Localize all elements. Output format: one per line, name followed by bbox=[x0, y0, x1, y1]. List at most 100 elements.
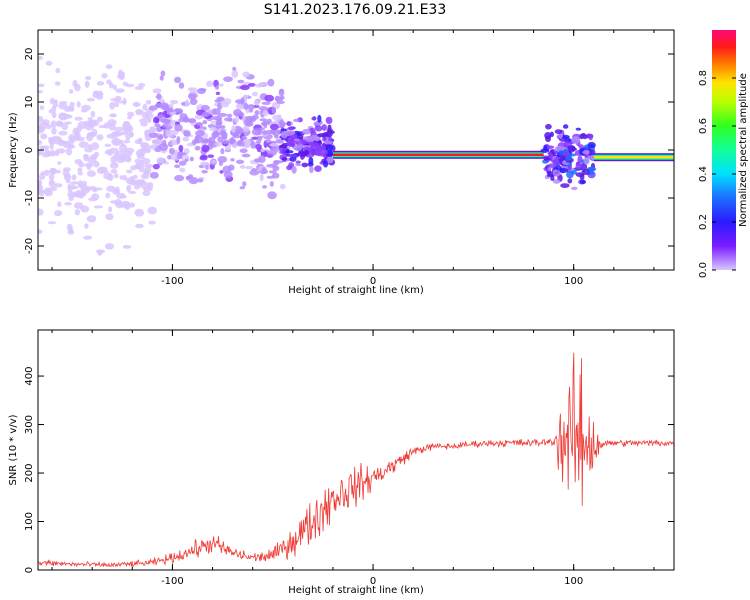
y-tick-label: -10 bbox=[24, 190, 35, 206]
spectrogram-blob bbox=[588, 133, 593, 141]
spectrogram-blob bbox=[279, 144, 288, 149]
spectrogram-blob bbox=[145, 99, 152, 105]
spectrogram-blob bbox=[77, 183, 87, 187]
spectrogram-blob bbox=[148, 105, 158, 111]
snr-marks bbox=[38, 352, 674, 568]
spectrogram-blob bbox=[200, 161, 210, 166]
spectrogram-blob bbox=[262, 110, 269, 117]
spectrogram-blob bbox=[142, 190, 151, 197]
spectrogram-blob bbox=[161, 139, 167, 147]
spectrogram-blob bbox=[123, 202, 131, 210]
spectrogram-blob bbox=[297, 151, 308, 157]
x-tick-label: -100 bbox=[161, 576, 184, 587]
spectrogram-blob bbox=[577, 155, 583, 164]
spectrogram-blob bbox=[218, 83, 224, 87]
spectrogram-blob bbox=[587, 141, 596, 149]
spectrogram-blob bbox=[58, 101, 68, 105]
spectrogram-blob bbox=[134, 158, 141, 164]
spectrogram-blob bbox=[260, 148, 265, 153]
spectrogram-blob bbox=[251, 128, 262, 136]
spectrogram-blob bbox=[325, 144, 334, 153]
spectrogram-blob bbox=[152, 138, 163, 147]
spectrogram-blob bbox=[243, 119, 252, 127]
spectrogram-blob bbox=[258, 127, 265, 131]
spectrogram-blob bbox=[103, 172, 113, 180]
snr-frame bbox=[37, 329, 675, 571]
spectrogram-blob bbox=[260, 122, 268, 126]
spectrogram-blob bbox=[39, 105, 45, 110]
spectrogram-blob bbox=[122, 97, 127, 106]
spectrogram-blob bbox=[235, 159, 245, 164]
spectrogram-blob bbox=[279, 95, 285, 100]
spectrogram-blob bbox=[232, 66, 237, 72]
spectrogram-blob bbox=[51, 127, 57, 135]
spectrogram-blob bbox=[126, 111, 135, 117]
spectrogram-blob bbox=[178, 82, 185, 89]
spectrogram-blob bbox=[38, 229, 43, 235]
spectrogram-blob bbox=[72, 193, 80, 198]
spectrogram-blob bbox=[103, 122, 110, 129]
spectrogram-blob bbox=[546, 173, 555, 178]
spectrogram-blob bbox=[38, 179, 43, 186]
spectrogram-blob bbox=[135, 149, 146, 157]
spectrogram-blob bbox=[317, 133, 327, 138]
spectrogram-blob bbox=[188, 92, 197, 101]
spectrogram-blob bbox=[54, 183, 63, 188]
spectrogram-blob bbox=[267, 78, 275, 87]
spectrogram-blob bbox=[127, 116, 132, 120]
spectrogram-blob bbox=[262, 185, 268, 189]
spectrogram-blob bbox=[220, 148, 225, 155]
spectrogram-blob bbox=[84, 223, 89, 229]
spectrogram-blob bbox=[276, 139, 284, 144]
spectrogram-blob bbox=[144, 163, 154, 168]
spectrogram-blob bbox=[291, 133, 298, 140]
spectrogram-blob bbox=[183, 130, 191, 137]
spectrogram-blob bbox=[192, 139, 197, 145]
spectrogram-blob bbox=[40, 171, 46, 175]
spectrogram-blob bbox=[265, 139, 272, 144]
spectrogram-blob bbox=[544, 132, 552, 140]
spectrogram-blob bbox=[55, 120, 63, 126]
spectrogram-blob bbox=[197, 178, 204, 183]
spectrogram-blob bbox=[194, 135, 204, 144]
spectrogram-xlabel: Height of straight line (km) bbox=[288, 285, 424, 296]
spectrogram-blob bbox=[38, 55, 43, 60]
spectrogram-blob bbox=[275, 95, 280, 102]
spectrogram-blob bbox=[326, 156, 334, 164]
spectrogram-blob bbox=[236, 140, 246, 147]
spectrogram-blob bbox=[179, 167, 186, 173]
spectrogram-blob bbox=[214, 85, 220, 90]
spectrogram-blob bbox=[251, 91, 258, 97]
spectrogram-blob bbox=[254, 143, 262, 150]
spectrogram-blob bbox=[128, 179, 137, 186]
spectrogram-blob bbox=[217, 136, 224, 143]
spectrogram-blob bbox=[579, 147, 585, 152]
spectrogram-blob bbox=[285, 153, 291, 157]
spectrogram-blob bbox=[540, 148, 550, 154]
spectrogram-blob bbox=[54, 81, 61, 86]
spectrogram-blob bbox=[562, 150, 571, 157]
spectrogram-blob bbox=[239, 148, 248, 154]
spectrogram-blob bbox=[269, 123, 279, 131]
spectrogram-blob bbox=[554, 146, 565, 152]
spectrogram-blob bbox=[154, 123, 161, 128]
spectrogram-blob bbox=[139, 142, 150, 148]
spectrogram-blob bbox=[114, 126, 124, 132]
spectrogram-blob bbox=[65, 174, 71, 178]
spectrogram-blob bbox=[552, 179, 561, 184]
spectrogram-blob bbox=[118, 71, 125, 77]
spectrogram-blob bbox=[38, 90, 44, 94]
spectrogram-blob bbox=[279, 88, 284, 93]
spectrogram-blob bbox=[242, 94, 249, 100]
spectrogram-blob bbox=[114, 95, 122, 102]
spectrogram-blob bbox=[45, 60, 53, 66]
spectrogram-band-core bbox=[332, 153, 544, 156]
spectrogram-blob bbox=[587, 155, 592, 160]
spectrogram-blob bbox=[241, 153, 251, 158]
spectrogram-blob bbox=[588, 166, 597, 172]
spectrogram-blob bbox=[571, 186, 578, 191]
spectrogram-blob bbox=[169, 99, 179, 105]
spectrogram-blob bbox=[219, 170, 224, 174]
spectrogram-blob bbox=[134, 208, 145, 217]
